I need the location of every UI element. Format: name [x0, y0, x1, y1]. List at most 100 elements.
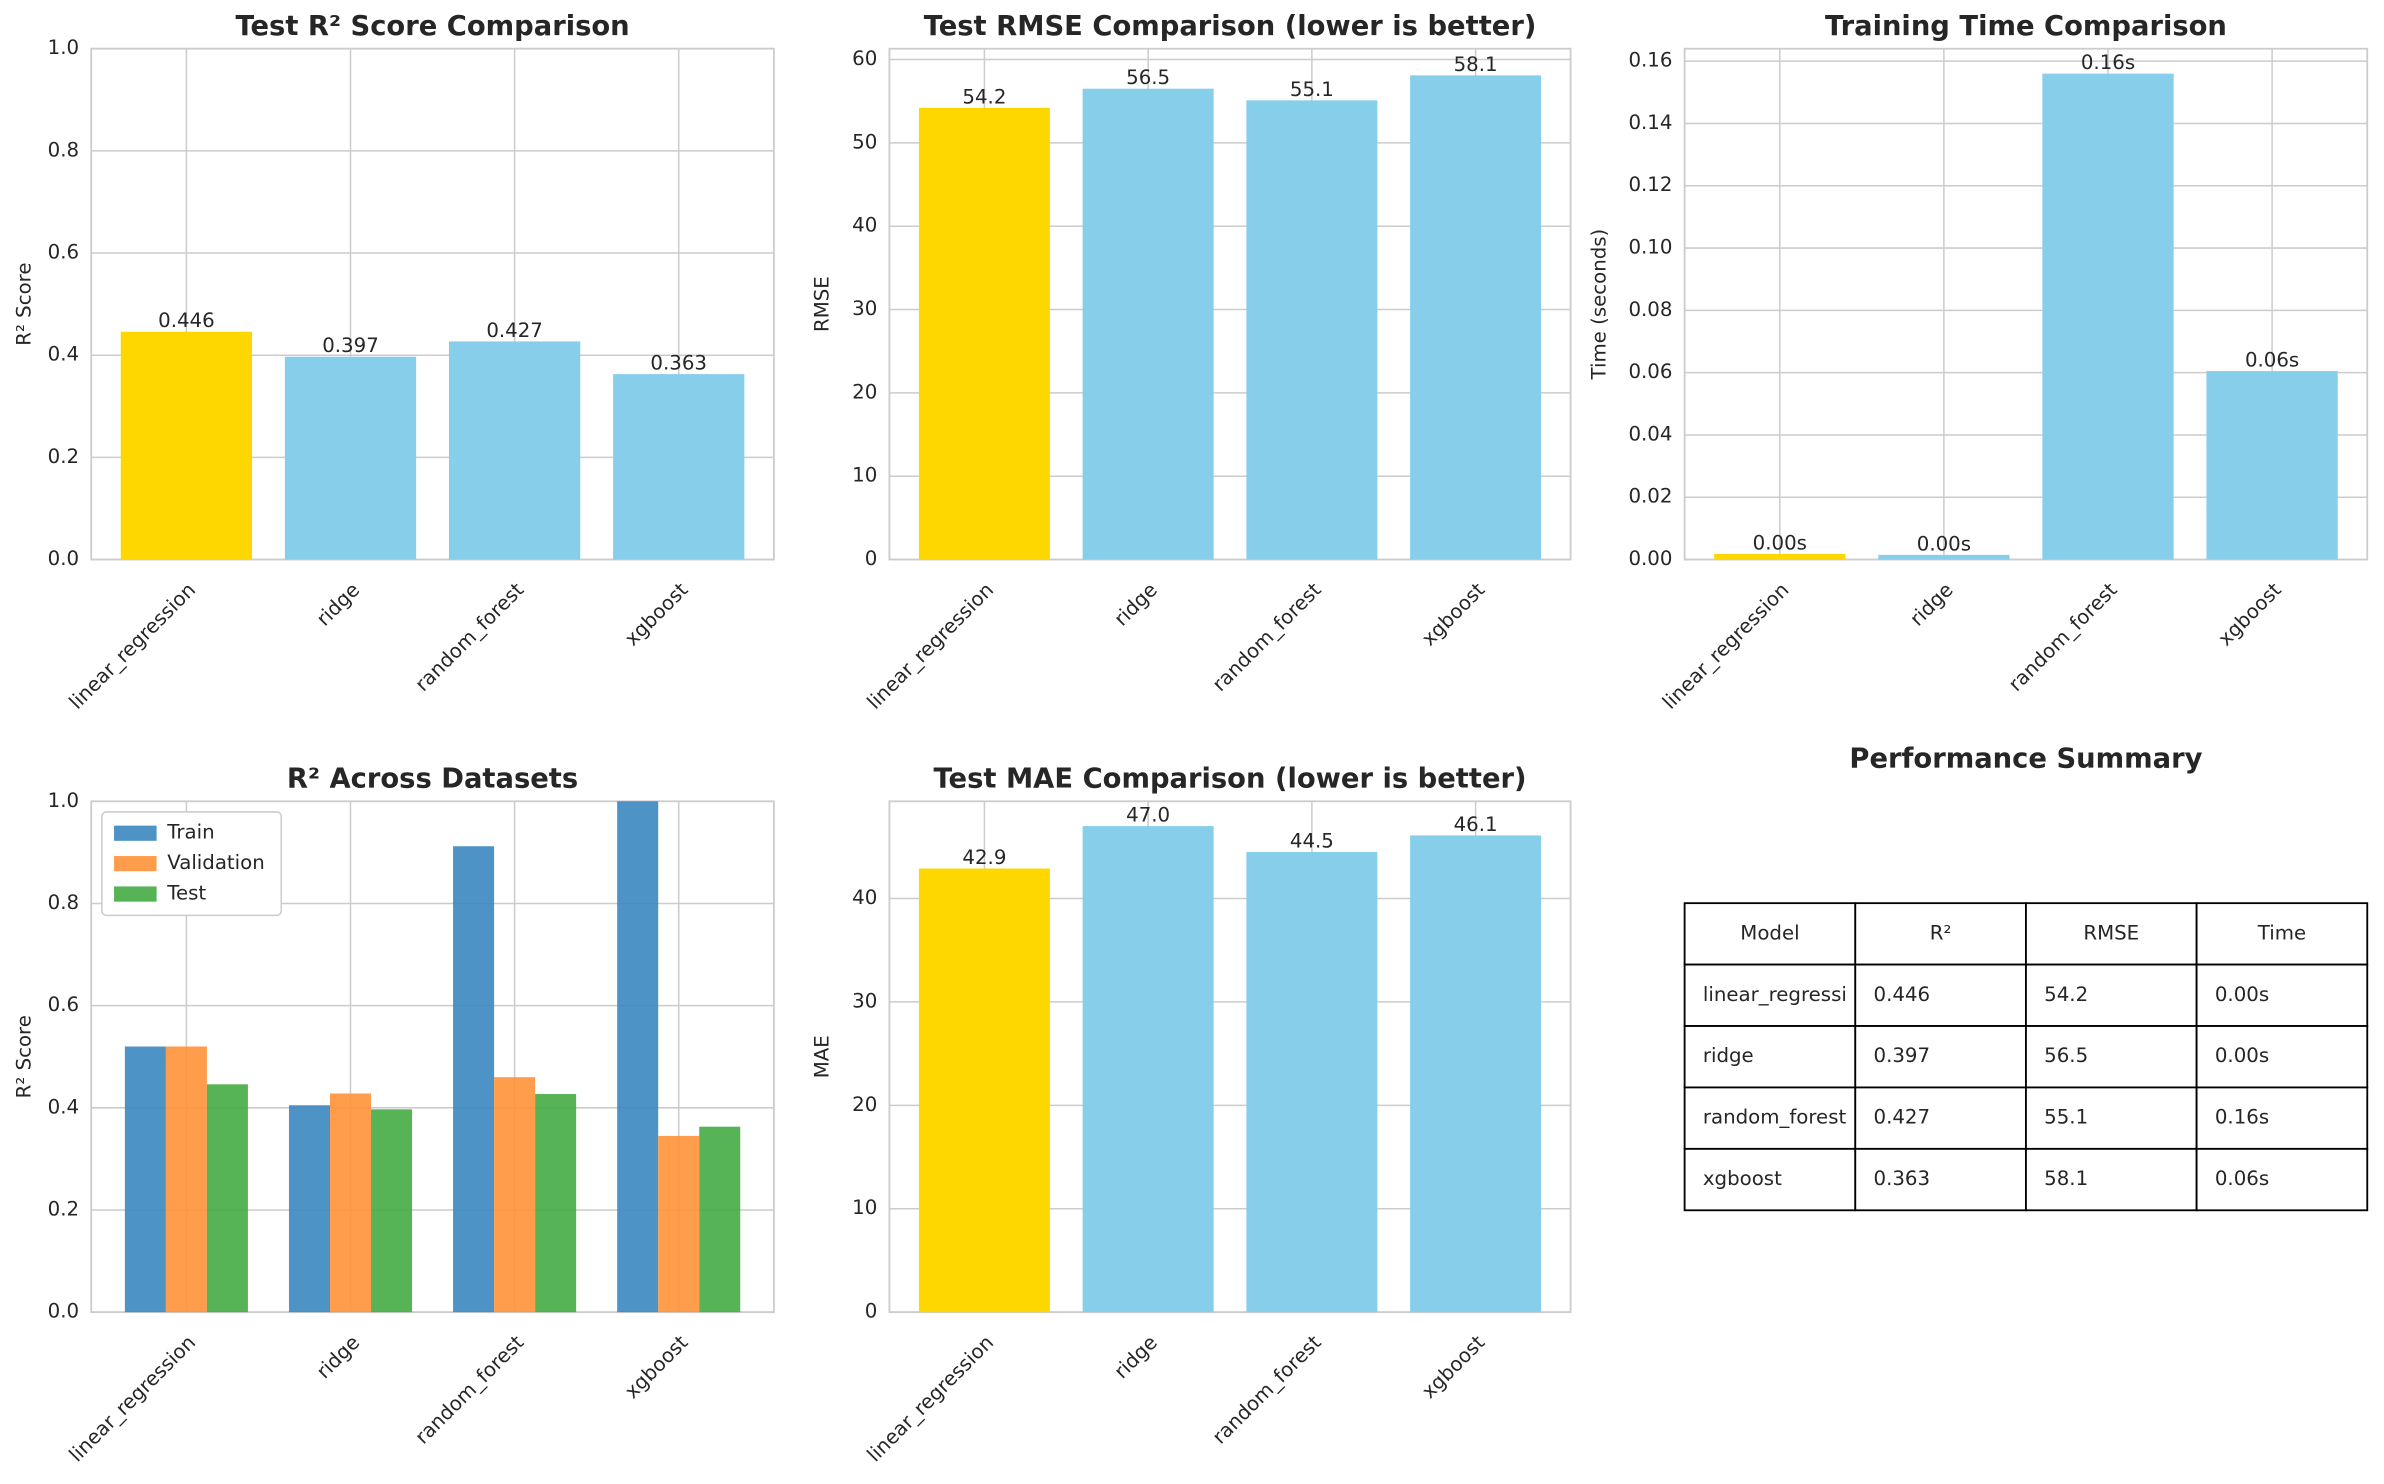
value-label: 0.427	[486, 319, 543, 342]
cell-group: 0.363	[1874, 1167, 1931, 1190]
bar	[124, 1046, 166, 1313]
x-tick-label: linear_regression	[863, 578, 998, 713]
x-tick-label: ridge	[1110, 1331, 1162, 1383]
y-axis-label: RMSE	[811, 276, 834, 332]
table-cell-text: 0.00s	[2215, 983, 2269, 1006]
x-tick-label: random_forest	[1208, 578, 1326, 696]
table-cell	[1683, 1147, 1857, 1212]
cell-group: random_forest	[1703, 1106, 1847, 1129]
value-label: 46.1	[1454, 813, 1498, 836]
table-cell	[1854, 902, 2027, 966]
bar	[284, 356, 417, 560]
chart-title: Training Time Comparison	[1825, 11, 2227, 42]
value-label: 55.1	[1290, 78, 1334, 101]
value-label: 0.446	[158, 309, 215, 332]
bar	[617, 801, 659, 1313]
bar	[658, 1135, 700, 1313]
cell-group: R²	[1930, 921, 1952, 944]
y-tick-label: 40	[852, 214, 877, 237]
cell-group: 56.5	[2044, 1044, 2088, 1067]
x-tick-label: linear_regression	[65, 578, 200, 713]
y-tick-label: 0.2	[48, 1197, 79, 1220]
value-label: 0.00s	[1917, 532, 1971, 555]
y-tick-label: 0	[865, 1300, 878, 1323]
table-cell	[1683, 1025, 1857, 1089]
y-tick-label: 0.06	[1628, 360, 1672, 383]
table-cell-text: 0.16s	[2215, 1106, 2269, 1129]
x-tick-label: random_forest	[411, 1331, 529, 1449]
x-tick-label: random_forest	[1208, 1331, 1326, 1449]
value-label: 44.5	[1290, 829, 1334, 852]
cell-group: 0.397	[1874, 1044, 1931, 1067]
bar	[371, 1109, 413, 1313]
table-cell	[2025, 963, 2198, 1027]
bar	[448, 341, 581, 560]
x-tick-label: ridge	[1110, 578, 1162, 630]
table-cell-text: 55.1	[2044, 1106, 2088, 1129]
y-tick-label: 10	[852, 464, 877, 487]
value-label: 0.363	[650, 352, 707, 375]
value-label: 58.1	[1454, 53, 1498, 76]
table-cell	[1854, 1025, 2027, 1089]
table-cell	[1854, 1147, 2027, 1212]
x-tick-label: xgboost	[1417, 578, 1489, 650]
y-tick-label: 50	[852, 130, 877, 153]
table-title: Performance Summary	[1849, 744, 2202, 775]
cell-group: Model	[1740, 921, 1799, 944]
bar	[1246, 100, 1378, 560]
bar	[918, 107, 1050, 560]
y-axis-label: R² Score	[12, 263, 35, 346]
bar	[1878, 554, 2010, 560]
y-tick-label: 0.10	[1628, 236, 1672, 259]
cell-group: 0.06s	[2215, 1167, 2269, 1190]
chart-title: Test RMSE Comparison (lower is better)	[924, 11, 1537, 42]
bar	[453, 846, 495, 1313]
chart-title: Test MAE Comparison (lower is better)	[933, 764, 1526, 795]
legend-swatch	[114, 886, 157, 902]
legend-label: Validation	[167, 851, 265, 874]
table-header: R²	[1930, 921, 1952, 944]
x-tick-label: xgboost	[620, 1331, 692, 1403]
y-axis-label: MAE	[811, 1035, 834, 1078]
table-cell	[2025, 1025, 2198, 1089]
value-label: 54.2	[962, 85, 1006, 108]
y-tick-label: 30	[852, 989, 877, 1012]
table-cell-text: 56.5	[2044, 1044, 2088, 1067]
bar	[918, 868, 1050, 1313]
y-tick-label: 0	[865, 547, 878, 570]
cell-group: Time	[2257, 921, 2306, 944]
y-tick-label: 0.6	[48, 241, 79, 264]
y-tick-label: 40	[852, 886, 877, 909]
value-label: 47.0	[1126, 804, 1170, 827]
bar	[535, 1094, 577, 1313]
value-label: 0.397	[322, 334, 379, 357]
table-cell-text: 0.397	[1874, 1044, 1931, 1067]
cell-group: 0.16s	[2215, 1106, 2269, 1129]
table-cell	[2195, 1086, 2369, 1150]
bar	[288, 1105, 330, 1313]
y-tick-label: 0.08	[1628, 298, 1672, 321]
y-tick-label: 30	[852, 297, 877, 320]
y-tick-label: 0.0	[48, 1300, 79, 1323]
cell-group: ridge	[1703, 1044, 1754, 1067]
bar	[1410, 835, 1542, 1313]
y-tick-label: 20	[852, 380, 877, 403]
y-tick-label: 0.8	[48, 891, 79, 914]
table-cell	[2195, 963, 2369, 1027]
table-cell	[1854, 1086, 2027, 1150]
table-header: RMSE	[2083, 921, 2139, 944]
bar	[494, 1077, 536, 1313]
value-label: 0.06s	[2245, 349, 2299, 372]
x-tick-label: linear_regression	[863, 1331, 998, 1466]
x-tick-label: random_forest	[2004, 578, 2122, 696]
table-cell	[2195, 1025, 2369, 1089]
x-tick-label: xgboost	[1417, 1331, 1489, 1403]
table-cell-text: 54.2	[2044, 983, 2088, 1006]
x-tick-label: random_forest	[411, 578, 529, 696]
y-tick-label: 1.0	[48, 789, 79, 812]
cell-group: xgboost	[1703, 1167, 1782, 1190]
x-tick-label: ridge	[312, 1331, 364, 1383]
y-tick-label: 20	[852, 1093, 877, 1116]
table-cell-text: linear_regressi	[1703, 983, 1847, 1006]
